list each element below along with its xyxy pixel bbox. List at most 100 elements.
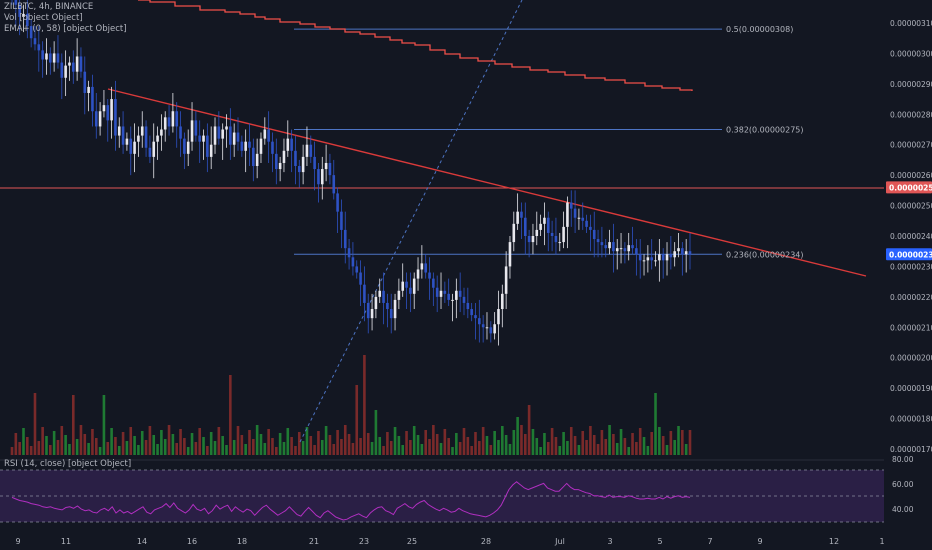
fib-level-label: 0.5(0.00000308): [726, 25, 793, 34]
candle-body: [589, 226, 592, 230]
volume-bar: [10, 447, 14, 455]
candle-body: [64, 65, 67, 78]
volume-bar: [443, 429, 447, 455]
candle-body: [562, 226, 565, 243]
candle-body: [455, 290, 458, 300]
volume-legend[interactable]: Vol [object Object]: [4, 13, 83, 23]
volume-bar: [366, 433, 370, 455]
volume-bar: [305, 427, 309, 455]
time-tick-label: 14: [137, 537, 147, 546]
volume-bar: [631, 433, 634, 455]
candle-body: [432, 278, 435, 288]
volume-bar: [485, 436, 489, 455]
volume-bar: [129, 427, 133, 455]
volume-bar: [290, 437, 293, 455]
volume-bar: [424, 430, 427, 455]
candle-body: [650, 257, 653, 261]
candle-body: [501, 293, 504, 310]
time-axis[interactable]: 9 11 14 16 18 21 23 25 28 Jul 3 5 7 9 12 1: [15, 537, 884, 546]
candle-body: [209, 144, 213, 157]
candle-body: [156, 135, 159, 142]
candle-body: [117, 126, 121, 136]
rsi-legend[interactable]: RSI (14, close) [object Object]: [4, 459, 132, 469]
volume-bar: [462, 428, 466, 455]
volume-bar: [94, 438, 98, 455]
volume-bar: [229, 375, 232, 455]
volume-bar: [504, 435, 508, 455]
volume-bar: [175, 443, 179, 455]
candle-body: [347, 248, 351, 258]
candle-body: [359, 272, 362, 285]
volume-bar: [516, 417, 519, 455]
price-tick-label: 0.00000170: [890, 445, 932, 454]
price-badge-label: 0.00000234: [889, 250, 932, 259]
candle-body: [175, 111, 179, 127]
candle-body: [688, 251, 692, 255]
volume-bar: [202, 437, 205, 455]
volume-bar: [455, 433, 458, 455]
symbol-legend[interactable]: ZILBTC, 4h, BINANCE: [4, 2, 94, 12]
volume-bar: [474, 432, 477, 455]
time-tick-label: 9: [15, 537, 20, 546]
volume-bar: [328, 435, 332, 455]
volume-bar: [121, 432, 125, 455]
candle-body: [615, 248, 619, 252]
candle-body: [550, 232, 554, 236]
volume-bar: [179, 429, 182, 455]
volume-bar: [163, 439, 167, 455]
volume-bar: [466, 437, 470, 455]
volume-bar: [665, 445, 669, 455]
candle-body: [516, 211, 519, 224]
candle-body: [332, 175, 336, 194]
volume-bar: [275, 447, 278, 455]
time-tick-label: 7: [707, 537, 712, 546]
candle-body: [393, 299, 397, 319]
candle-body: [531, 236, 535, 243]
candle-body: [535, 229, 539, 236]
price-axis[interactable]: 0.00000310 0.00000300 0.00000290 0.00000280…: [890, 19, 932, 514]
candle-body: [121, 126, 125, 145]
candle-body: [240, 141, 244, 151]
price-tick-label: 0.00000200: [890, 354, 932, 363]
candle-body: [627, 245, 631, 252]
price-tick-label: 0.00000260: [890, 171, 932, 180]
volume-bar: [370, 442, 374, 455]
volume-bar: [539, 447, 542, 455]
candle-body: [539, 223, 542, 230]
volume-bar: [543, 433, 546, 455]
volume-bar: [432, 425, 435, 455]
candle-body: [569, 202, 573, 209]
volume-bar: [386, 432, 389, 455]
candle-body: [229, 126, 232, 145]
volume-bar: [309, 436, 313, 455]
volume-bar: [186, 447, 190, 455]
candle-body: [646, 257, 650, 261]
candle-body: [523, 217, 527, 236]
candle-body: [485, 327, 489, 329]
candle-body: [129, 138, 133, 154]
candle-body: [68, 62, 71, 66]
volume-bar: [198, 428, 201, 455]
volume-bar: [137, 445, 140, 455]
volume-bar: [18, 442, 21, 455]
volume-bar: [140, 431, 144, 455]
ema-legend[interactable]: EMA+ (0, 58) [object Object]: [4, 24, 127, 34]
volume-bar: [478, 441, 481, 455]
volume-bar: [355, 385, 359, 455]
candle-body: [363, 284, 366, 303]
candle-body: [144, 126, 148, 148]
volume-bar: [37, 441, 41, 455]
volume-bar: [508, 444, 512, 455]
volume-bar: [278, 433, 282, 455]
volume-bar: [566, 441, 569, 455]
candle-body: [654, 260, 657, 262]
candle-body: [140, 126, 144, 136]
time-tick-label: 18: [237, 537, 247, 546]
volume-bar: [60, 426, 64, 455]
volume-bar: [489, 445, 493, 455]
candles: [11, 0, 692, 346]
candle-body: [49, 53, 52, 63]
candle-body: [635, 248, 638, 255]
candle-body: [401, 281, 405, 291]
